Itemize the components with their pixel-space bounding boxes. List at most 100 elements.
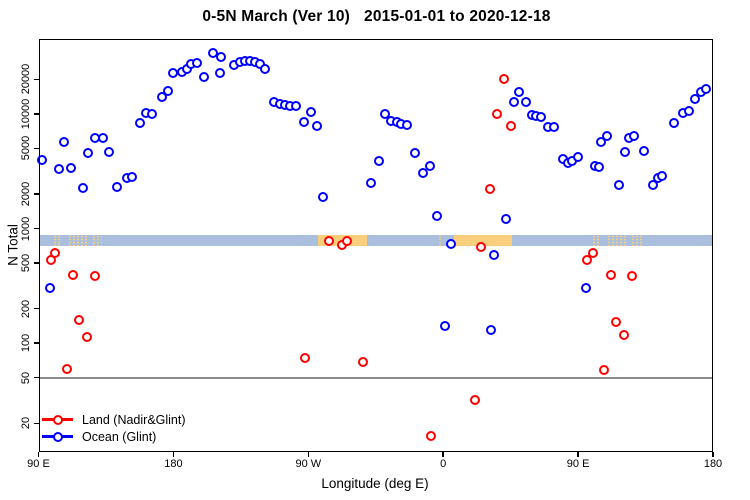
band-land-patch	[453, 234, 513, 247]
data-point-land	[300, 352, 311, 363]
data-point-land	[505, 121, 516, 132]
data-point-ocean	[66, 163, 77, 174]
x-tick-label: 180	[164, 458, 183, 470]
y-tick-label: 2000	[20, 181, 32, 207]
data-point-ocean	[446, 239, 457, 250]
y-tick	[33, 376, 39, 379]
y-tick	[33, 193, 39, 195]
y-tick	[33, 78, 39, 81]
y-tick-label: 100	[20, 334, 32, 353]
data-point-land	[476, 241, 487, 252]
band-land-patch	[607, 234, 628, 247]
x-tick	[712, 452, 714, 457]
chart-title-region: 0-5N March (Ver 10)	[202, 8, 351, 25]
ocean-series-symbol	[42, 431, 73, 442]
data-point-ocean	[191, 58, 202, 69]
data-point-ocean	[669, 118, 680, 129]
data-point-land	[611, 316, 622, 327]
land-series-symbol	[42, 414, 73, 425]
data-point-ocean	[58, 137, 69, 148]
data-point-ocean	[690, 94, 700, 105]
data-point-land	[342, 236, 353, 246]
legend-item-ocean: Ocean (Glint)	[42, 428, 186, 445]
data-point-ocean	[424, 160, 435, 171]
data-point-land	[606, 270, 617, 281]
band-land-patch	[91, 234, 103, 247]
data-point-ocean	[432, 210, 443, 221]
plot-box	[38, 39, 713, 452]
data-point-ocean	[402, 119, 413, 130]
data-point-ocean	[365, 178, 376, 189]
y-tick	[33, 113, 39, 115]
data-point-ocean	[508, 97, 519, 108]
data-point-ocean	[573, 152, 584, 163]
data-point-ocean	[214, 68, 225, 79]
y-tick	[33, 422, 39, 425]
data-point-land	[49, 248, 60, 259]
data-point-land	[598, 365, 609, 376]
chart-title-daterange: 2015-01-01 to 2020-12-18	[364, 8, 551, 25]
data-point-ocean	[373, 156, 384, 167]
data-point-ocean	[596, 137, 607, 148]
data-point-ocean	[298, 117, 309, 128]
data-point-land	[498, 74, 509, 85]
data-point-ocean	[639, 145, 650, 156]
y-tick	[33, 307, 39, 310]
data-point-ocean	[199, 72, 210, 83]
data-point-land	[61, 363, 72, 374]
data-point-ocean	[657, 170, 668, 181]
data-point-ocean	[489, 249, 500, 260]
data-point-ocean	[700, 84, 711, 95]
y-tick-label: 20000	[20, 63, 32, 95]
data-point-ocean	[82, 148, 93, 159]
data-point-ocean	[417, 168, 428, 179]
x-tick-label: 90 W	[295, 458, 322, 470]
data-point-ocean	[486, 325, 497, 336]
legend-label-land: Land (Nadir&Glint)	[82, 412, 186, 427]
data-point-ocean	[147, 109, 158, 120]
land-circle-icon	[52, 414, 63, 425]
data-point-ocean	[216, 51, 227, 62]
data-point-ocean	[305, 106, 316, 117]
band-land-patch	[592, 234, 600, 247]
data-point-ocean	[134, 118, 145, 129]
data-point-land	[90, 271, 101, 282]
data-point-land	[484, 184, 495, 195]
data-point-ocean	[78, 182, 89, 193]
band-land-patch	[52, 234, 61, 247]
y-tick-label: 500	[20, 253, 32, 273]
legend-item-land: Land (Nadir&Glint)	[42, 411, 186, 428]
data-point-land	[492, 108, 503, 119]
data-point-ocean	[601, 130, 612, 141]
y-axis-label: N Total	[5, 224, 21, 266]
legend-label-ocean: Ocean (Glint)	[82, 429, 157, 444]
data-point-ocean	[97, 132, 108, 143]
y-tick-label: 1000	[20, 216, 32, 241]
data-point-ocean	[581, 283, 592, 294]
x-tick-label: 90 E	[27, 458, 50, 470]
data-point-ocean	[103, 146, 114, 157]
y-tick-label: 200	[20, 299, 32, 318]
data-point-ocean	[259, 64, 270, 75]
data-point-land	[469, 394, 480, 405]
y-tick-label: 5000	[20, 136, 32, 161]
x-tick	[37, 452, 40, 457]
data-point-ocean	[535, 112, 546, 123]
data-point-ocean	[549, 122, 560, 133]
data-point-ocean	[54, 164, 65, 175]
y-tick-label: 50	[20, 371, 32, 384]
data-point-ocean	[520, 97, 531, 108]
data-point-ocean	[594, 161, 605, 172]
y-tick	[33, 227, 39, 230]
data-point-land	[588, 248, 599, 259]
x-tick	[172, 452, 175, 457]
data-point-ocean	[45, 282, 56, 293]
data-point-land	[67, 270, 78, 281]
y-tick	[33, 342, 39, 344]
y-tick	[33, 147, 39, 150]
data-point-land	[73, 315, 84, 326]
ocean-band	[38, 234, 713, 247]
data-point-land	[618, 330, 629, 341]
data-point-ocean	[127, 171, 138, 182]
